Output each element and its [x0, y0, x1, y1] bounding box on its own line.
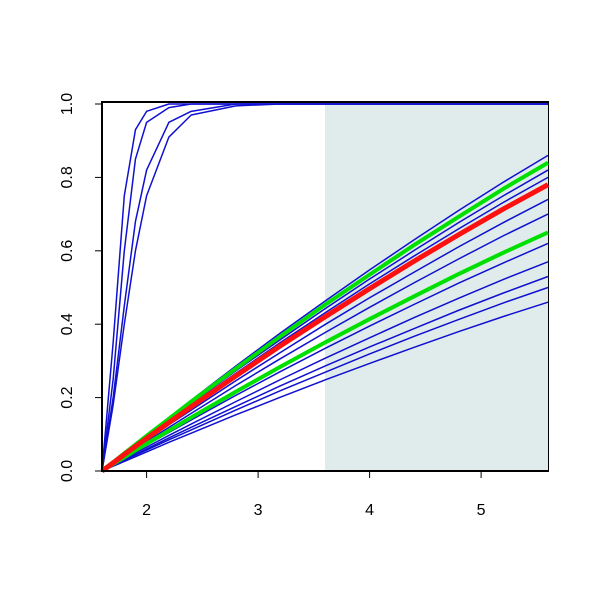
y-tick-label: 1.0	[59, 93, 76, 115]
y-tick-label: 0.6	[59, 240, 76, 262]
x-tick-label: 4	[365, 502, 374, 519]
series-line	[101, 103, 548, 472]
x-tick-label: 2	[142, 502, 151, 519]
y-tick-label: 0.0	[59, 460, 76, 482]
series-line	[101, 286, 549, 472]
highlight-region	[325, 104, 548, 471]
y-tick-label: 0.2	[59, 386, 76, 408]
y-tick-label: 0.4	[59, 313, 76, 335]
x-tick-label: 5	[477, 502, 486, 519]
x-tick-label: 3	[254, 502, 263, 519]
series-line	[101, 301, 549, 472]
series-line	[100, 182, 550, 474]
y-tick-label: 0.8	[59, 166, 76, 188]
series-line	[100, 230, 549, 473]
